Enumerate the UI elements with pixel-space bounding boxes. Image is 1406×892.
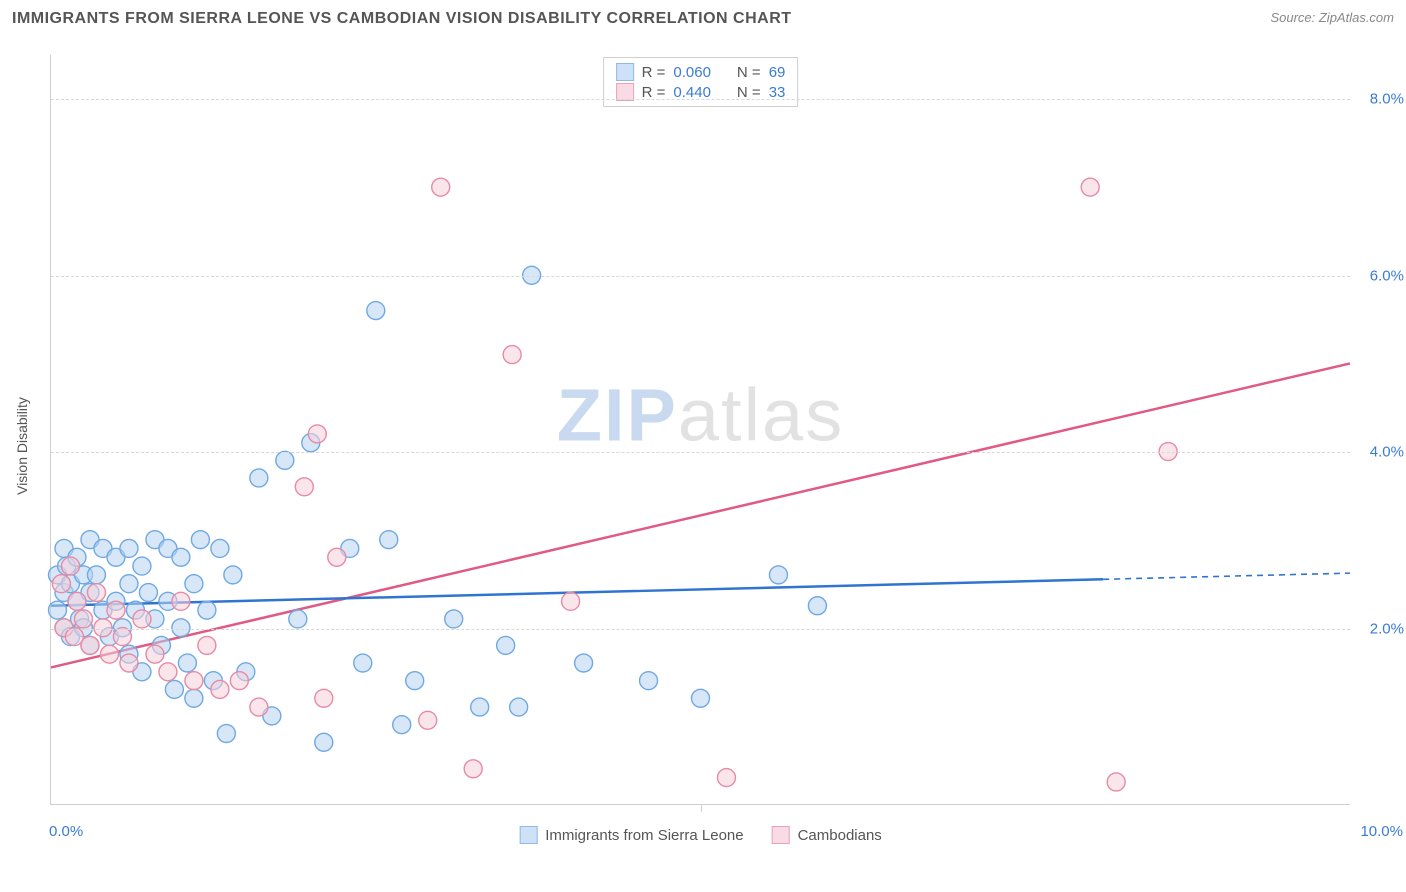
data-point-b: [172, 592, 190, 610]
data-point-a: [120, 539, 138, 557]
data-point-a: [178, 654, 196, 672]
data-point-b: [315, 689, 333, 707]
data-point-b: [1081, 178, 1099, 196]
data-point-a: [276, 451, 294, 469]
data-point-a: [139, 584, 157, 602]
data-point-b: [211, 680, 229, 698]
gridline: [51, 629, 1350, 630]
x-tick-label: 10.0%: [1360, 823, 1403, 840]
data-point-a: [640, 672, 658, 690]
data-point-b: [107, 601, 125, 619]
data-point-b: [432, 178, 450, 196]
data-point-a: [198, 601, 216, 619]
data-point-b: [308, 425, 326, 443]
chart-source: Source: ZipAtlas.com: [1270, 10, 1394, 25]
data-point-a: [49, 601, 67, 619]
data-point-a: [393, 716, 411, 734]
data-point-a: [315, 733, 333, 751]
regression-line-b: [51, 363, 1350, 667]
data-point-b: [198, 636, 216, 654]
data-point-b: [717, 769, 735, 787]
x-tick-label: 0.0%: [49, 823, 83, 840]
data-point-b: [120, 654, 138, 672]
data-point-a: [497, 636, 515, 654]
legend-stat-row-a: R = 0.060 N = 69: [616, 62, 786, 82]
legend-item-a: Immigrants from Sierra Leone: [519, 826, 743, 844]
data-point-a: [250, 469, 268, 487]
gridline: [51, 99, 1350, 100]
chart-title: IMMIGRANTS FROM SIERRA LEONE VS CAMBODIA…: [12, 10, 792, 28]
data-point-a: [380, 531, 398, 549]
y-axis-label: Vision Disability: [14, 397, 30, 495]
data-point-a: [191, 531, 209, 549]
data-point-b: [185, 672, 203, 690]
data-point-a: [445, 610, 463, 628]
x-tick: [701, 804, 702, 812]
data-point-b: [1107, 773, 1125, 791]
data-point-a: [217, 725, 235, 743]
gridline: [51, 452, 1350, 453]
data-point-b: [61, 557, 79, 575]
y-tick-label: 4.0%: [1370, 444, 1404, 461]
data-point-b: [328, 548, 346, 566]
data-point-a: [575, 654, 593, 672]
data-point-a: [224, 566, 242, 584]
data-point-a: [211, 539, 229, 557]
gridline: [51, 276, 1350, 277]
legend-series: Immigrants from Sierra Leone Cambodians: [519, 826, 882, 844]
data-point-b: [230, 672, 248, 690]
data-point-b: [68, 592, 86, 610]
data-point-b: [146, 645, 164, 663]
data-point-b: [419, 711, 437, 729]
plot-area: ZIPatlas R = 0.060 N = 69 R = 0.440 N = …: [50, 55, 1350, 805]
data-point-a: [769, 566, 787, 584]
y-tick-label: 8.0%: [1370, 91, 1404, 108]
legend-bottom-swatch-a: [519, 826, 537, 844]
data-point-a: [406, 672, 424, 690]
data-point-b: [250, 698, 268, 716]
data-point-a: [289, 610, 307, 628]
data-point-b: [562, 592, 580, 610]
data-point-a: [692, 689, 710, 707]
legend-label-b: Cambodians: [798, 827, 882, 844]
y-tick-label: 6.0%: [1370, 267, 1404, 284]
plot-svg: [51, 55, 1350, 804]
data-point-a: [185, 689, 203, 707]
data-point-a: [172, 548, 190, 566]
data-point-a: [87, 566, 105, 584]
data-point-b: [52, 575, 70, 593]
data-point-a: [510, 698, 528, 716]
data-point-a: [133, 557, 151, 575]
data-point-a: [120, 575, 138, 593]
data-point-b: [295, 478, 313, 496]
data-point-a: [808, 597, 826, 615]
data-point-b: [87, 584, 105, 602]
data-point-a: [367, 302, 385, 320]
data-point-a: [471, 698, 489, 716]
data-point-a: [165, 680, 183, 698]
data-point-b: [74, 610, 92, 628]
y-tick-label: 2.0%: [1370, 620, 1404, 637]
data-point-a: [185, 575, 203, 593]
regression-line-dash-a: [1103, 573, 1350, 579]
data-point-a: [354, 654, 372, 672]
data-point-b: [113, 628, 131, 646]
data-point-b: [503, 346, 521, 364]
chart-header: IMMIGRANTS FROM SIERRA LEONE VS CAMBODIA…: [12, 10, 1394, 28]
data-point-b: [159, 663, 177, 681]
legend-swatch-a: [616, 63, 634, 81]
legend-label-a: Immigrants from Sierra Leone: [545, 827, 743, 844]
legend-item-b: Cambodians: [772, 826, 882, 844]
data-point-b: [81, 636, 99, 654]
data-point-b: [133, 610, 151, 628]
data-point-b: [464, 760, 482, 778]
legend-bottom-swatch-b: [772, 826, 790, 844]
data-point-b: [100, 645, 118, 663]
